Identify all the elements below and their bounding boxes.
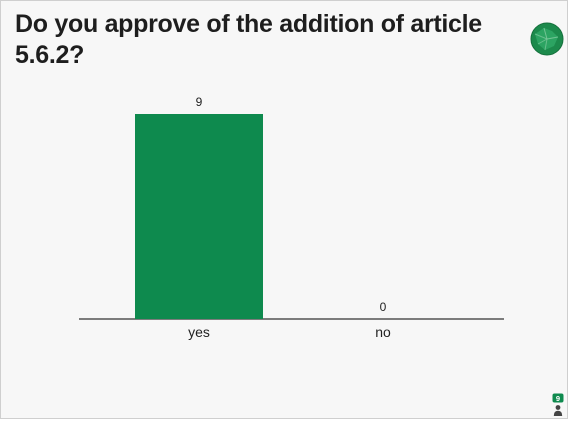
poll-question: Do you approve of the addition of articl… [15, 10, 482, 69]
participants-indicator: 9 [552, 393, 564, 416]
value-label-no: 0 [380, 300, 387, 314]
value-label-yes: 9 [196, 95, 203, 109]
person-icon [555, 405, 561, 410]
participants-count: 9 [556, 394, 560, 403]
globe-icon [530, 22, 564, 56]
category-label-yes: yes [188, 324, 210, 340]
participants-count-badge [552, 393, 564, 403]
category-label-no: no [375, 324, 391, 340]
bar-yes [135, 114, 263, 319]
